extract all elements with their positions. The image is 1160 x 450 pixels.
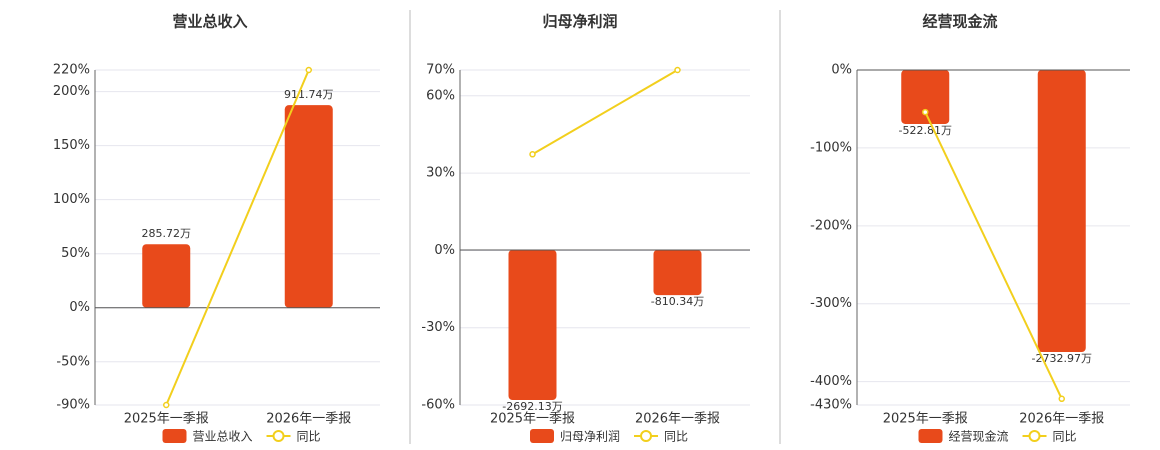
bar [142,244,191,308]
line [924,111,1063,400]
x-tick-label: 2026年一季报 [635,412,720,427]
x-tick-label: 2025年一季报 [883,412,968,427]
y-tick-label: 0% [69,300,90,315]
legend-label: 营业总收入 [193,430,253,444]
y-tick-label: 100% [53,192,90,207]
x-tick-label: 2026年一季报 [266,412,351,427]
bar [1037,70,1086,353]
bar [653,249,702,296]
y-tick-label: 0% [434,243,455,258]
point [922,108,929,116]
legend-swatch [918,429,943,443]
point [163,401,170,409]
y-tick-label: 60% [426,88,455,103]
y-tick-label: -430% [810,398,852,413]
y-tick-label: -200% [810,218,852,233]
bar [508,249,557,400]
bar [284,105,333,308]
legend-swatch [530,429,554,443]
point [305,66,312,74]
y-tick-label: 200% [53,84,90,99]
line [165,69,310,406]
line [531,69,679,156]
legend-label: 经营现金流 [949,429,1009,444]
y-tick-label: 150% [53,138,90,153]
chart-title: 经营现金流 [922,13,997,31]
x-tick-label: 2025年一季报 [124,412,209,427]
legend-swatch [640,430,653,442]
data-label: 911.74万 [284,88,334,101]
y-tick-label: -30% [421,320,455,335]
legend-label: 同比 [1053,430,1077,444]
chart-title: 营业总收入 [172,13,247,31]
data-label: -522.81万 [899,124,952,137]
point [674,66,681,74]
point [529,151,536,158]
data-label: -810.34万 [651,295,704,308]
y-tick-label: -50% [56,354,90,369]
legend-label: 归母净利润 [560,430,620,444]
x-tick-label: 2026年一季报 [1019,412,1104,427]
bar [901,70,950,124]
data-label: -2692.13万 [502,400,562,413]
y-tick-label: 70% [426,63,455,78]
data-label: 285.72万 [142,227,192,240]
legend-swatch [272,430,285,442]
point [1058,395,1065,403]
y-tick-label: -300% [810,296,852,311]
y-tick-label: 50% [61,246,90,261]
y-tick-label: 30% [426,166,455,181]
y-tick-label: -90% [56,398,90,413]
y-tick-label: 0% [831,63,852,78]
legend-swatch [162,429,187,443]
legend-label: 同比 [297,430,321,444]
y-tick-label: -400% [810,374,852,389]
legend-label: 同比 [664,430,688,444]
x-tick-label: 2025年一季报 [490,412,575,427]
y-tick-label: 220% [53,63,90,78]
chart-title: 归母净利润 [542,13,617,31]
y-tick-label: -60% [421,398,455,413]
y-tick-label: -100% [810,140,852,155]
data-label: -2732.97万 [1032,352,1092,365]
legend-swatch [1028,430,1041,442]
